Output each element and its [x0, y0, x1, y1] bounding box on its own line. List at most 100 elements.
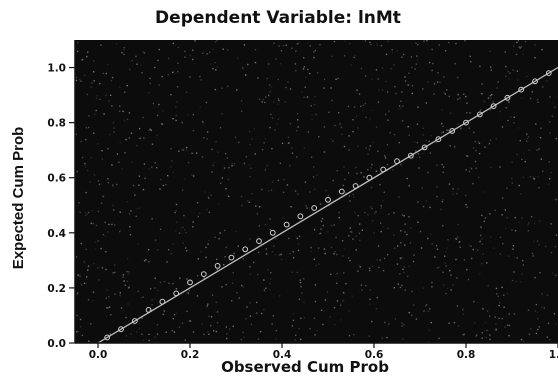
texture-speck: [540, 158, 542, 160]
texture-speck: [126, 270, 128, 273]
texture-speck: [490, 166, 492, 169]
texture-speck: [83, 261, 85, 263]
texture-speck: [489, 109, 492, 111]
texture-speck: [340, 303, 342, 305]
texture-speck: [555, 323, 557, 325]
texture-speck: [231, 165, 233, 167]
texture-speck: [151, 304, 153, 306]
texture-speck: [247, 63, 249, 66]
texture-speck: [359, 266, 361, 268]
texture-speck: [249, 143, 251, 146]
texture-speck: [265, 96, 267, 98]
texture-speck: [513, 122, 515, 124]
texture-speck: [425, 139, 428, 141]
chart-title: Dependent Variable: lnMt: [155, 8, 401, 28]
texture-speck: [402, 105, 404, 107]
texture-speck: [524, 161, 526, 163]
texture-speck: [292, 313, 294, 315]
texture-speck: [248, 130, 251, 133]
texture-speck: [408, 311, 410, 314]
texture-speck: [106, 289, 109, 291]
texture-speck: [84, 212, 87, 214]
texture-speck: [149, 309, 151, 311]
texture-speck: [432, 62, 434, 65]
texture-speck: [316, 174, 318, 176]
texture-speck: [174, 211, 176, 214]
texture-speck: [378, 89, 380, 91]
texture-speck: [191, 152, 193, 154]
texture-speck: [86, 276, 88, 278]
texture-speck: [163, 310, 165, 312]
texture-speck: [442, 271, 444, 273]
texture-speck: [548, 161, 550, 163]
texture-speck: [371, 220, 374, 222]
texture-speck: [255, 205, 257, 207]
x-tick-label: 1.0: [549, 349, 558, 361]
texture-speck: [269, 218, 271, 220]
texture-speck: [320, 309, 323, 311]
texture-speck: [213, 330, 215, 332]
texture-speck: [363, 176, 365, 178]
texture-speck: [438, 337, 440, 339]
x-tick-label: 0.4: [273, 349, 292, 361]
texture-speck: [212, 48, 215, 50]
texture-speck: [478, 142, 481, 144]
texture-speck: [107, 182, 110, 184]
texture-speck: [240, 100, 243, 102]
texture-speck: [348, 149, 350, 151]
texture-speck: [183, 229, 186, 231]
texture-speck: [369, 303, 371, 305]
texture-speck: [361, 229, 363, 231]
texture-speck: [475, 167, 477, 169]
texture-speck: [188, 290, 190, 292]
texture-speck: [489, 139, 492, 141]
texture-speck: [215, 330, 218, 333]
texture-speck: [113, 127, 115, 129]
data-point: [173, 290, 180, 297]
texture-speck: [313, 51, 315, 53]
texture-speck: [148, 129, 150, 131]
texture-speck: [274, 254, 277, 256]
texture-speck: [154, 239, 157, 241]
texture-speck: [145, 259, 147, 261]
texture-speck: [249, 315, 252, 317]
texture-speck: [401, 120, 404, 122]
texture-speck: [305, 76, 307, 78]
data-point: [532, 78, 538, 85]
texture-speck: [441, 122, 443, 125]
texture-speck: [381, 67, 384, 69]
texture-speck: [442, 131, 444, 133]
texture-speck: [156, 333, 159, 335]
texture-speck: [399, 257, 402, 259]
texture-speck: [356, 172, 358, 175]
texture-speck: [462, 313, 465, 315]
texture-speck: [456, 236, 459, 238]
texture-speck: [165, 183, 167, 186]
texture-speck: [412, 260, 415, 263]
texture-speck: [527, 136, 530, 138]
texture-speck: [427, 237, 429, 240]
texture-speck: [340, 319, 342, 321]
x-tick-label: 0.8: [457, 349, 476, 361]
texture-speck: [468, 244, 471, 247]
texture-speck: [382, 200, 384, 202]
texture-speck: [154, 277, 156, 279]
texture-speck: [318, 263, 320, 265]
texture-speck: [181, 322, 184, 324]
texture-speck: [529, 176, 532, 178]
texture-speck: [87, 51, 89, 53]
texture-speck: [196, 275, 199, 277]
texture-speck: [462, 309, 464, 311]
texture-speck: [436, 195, 438, 198]
texture-speck: [225, 188, 227, 190]
texture-speck: [135, 215, 137, 217]
texture-speck: [358, 232, 361, 235]
texture-speck: [328, 204, 330, 207]
texture-speck: [410, 227, 412, 229]
texture-speck: [454, 63, 456, 65]
texture-speck: [175, 203, 178, 206]
texture-speck: [398, 196, 400, 198]
texture-speck: [109, 94, 112, 96]
texture-speck: [417, 201, 419, 203]
texture-speck: [329, 316, 331, 318]
